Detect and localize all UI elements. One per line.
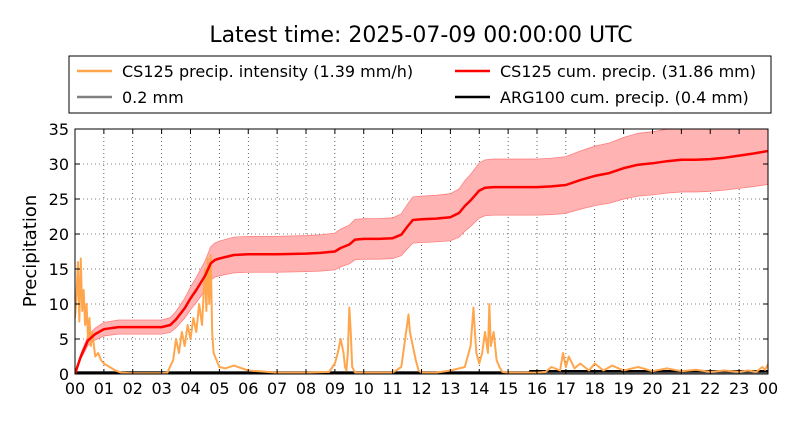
x-tick-label: 07 — [267, 379, 287, 398]
x-tick-label: 18 — [585, 379, 605, 398]
uncertainty-band-upper — [75, 129, 674, 374]
series-line — [75, 149, 768, 374]
x-tick-label: 05 — [209, 379, 229, 398]
y-tick-label: 15 — [49, 260, 69, 279]
x-tick-label: 10 — [354, 379, 374, 398]
x-tick-label: 17 — [556, 379, 576, 398]
x-axis: 00 01 02 03 04 05 06 07 08 09 10 11 12 13 14 15 16 17 18 19… — [65, 129, 778, 398]
x-tick-label: 01 — [94, 379, 114, 398]
x-tick-label: 15 — [498, 379, 518, 398]
y-tick-label: 35 — [49, 120, 69, 139]
x-tick-label: 14 — [469, 379, 489, 398]
y-tick-label: 5 — [59, 330, 69, 349]
x-tick-label: 12 — [411, 379, 431, 398]
legend-label: CS125 precip. intensity (1.39 mm/h) — [122, 62, 413, 81]
x-tick-label: 11 — [382, 379, 402, 398]
y-axis-label: Precipitation — [20, 195, 41, 308]
x-tick-label: 16 — [527, 379, 547, 398]
legend-label: 0.2 mm — [122, 88, 184, 107]
y-axis: 0 5 10 15 20 25 30 35 — [49, 120, 768, 384]
legend: CS125 precip. intensity (1.39 mm/h) CS125… — [68, 55, 772, 114]
plot-area: 00 01 02 03 04 05 06 07 08 09 10 11 12 13 14 15 16 17 18 19… — [49, 120, 779, 398]
legend-frame — [68, 55, 772, 114]
x-tick-label: 00 — [758, 379, 778, 398]
y-tick-label: 30 — [49, 155, 69, 174]
x-tick-label: 00 — [65, 379, 85, 398]
legend-label: CS125 cum. precip. (31.86 mm) — [500, 62, 756, 81]
uncertainty-band — [75, 129, 768, 374]
x-tick-label: 04 — [180, 379, 200, 398]
x-tick-label: 22 — [700, 379, 720, 398]
x-tick-label: 09 — [325, 379, 345, 398]
x-tick-label: 23 — [729, 379, 749, 398]
chart-title: Latest time: 2025-07-09 00:00:00 UTC — [209, 23, 632, 48]
x-tick-label: 13 — [440, 379, 460, 398]
y-tick-label: 25 — [49, 190, 69, 209]
series-line — [75, 254, 768, 374]
x-tick-label: 02 — [123, 379, 143, 398]
x-tick-label: 20 — [642, 379, 662, 398]
x-tick-label: 03 — [151, 379, 171, 398]
legend-label: ARG100 cum. precip. (0.4 mm) — [500, 88, 749, 107]
x-tick-label: 06 — [238, 379, 258, 398]
x-tick-label: 08 — [296, 379, 316, 398]
uncertainty-band-lower — [75, 184, 768, 374]
x-tick-label: 21 — [671, 379, 691, 398]
x-tick-label: 19 — [613, 379, 633, 398]
y-tick-label: 20 — [49, 225, 69, 244]
y-tick-label: 10 — [49, 295, 69, 314]
y-tick-label: 0 — [59, 365, 69, 384]
